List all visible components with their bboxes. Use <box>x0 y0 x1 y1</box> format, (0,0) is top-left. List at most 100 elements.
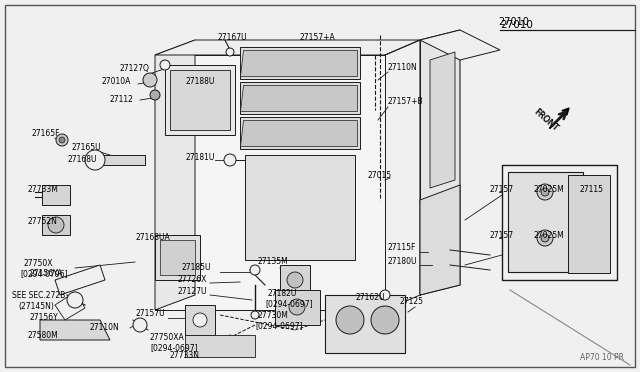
Text: 27180U: 27180U <box>387 257 417 266</box>
Text: 27110N: 27110N <box>388 62 418 71</box>
Text: 27730M: 27730M <box>258 311 289 320</box>
Text: 27157+A: 27157+A <box>300 33 336 42</box>
Text: AP70 10 PR: AP70 10 PR <box>580 353 624 362</box>
Circle shape <box>85 150 105 170</box>
Text: 27733M: 27733M <box>28 186 59 195</box>
Polygon shape <box>42 215 70 235</box>
Circle shape <box>224 154 236 166</box>
Polygon shape <box>420 30 460 295</box>
Text: 27115: 27115 <box>580 186 604 195</box>
Circle shape <box>287 272 303 288</box>
Text: 27110N: 27110N <box>90 323 120 331</box>
Text: 27726X: 27726X <box>177 276 206 285</box>
Circle shape <box>336 306 364 334</box>
Text: FRONT: FRONT <box>532 107 559 133</box>
Text: 27127U: 27127U <box>177 288 207 296</box>
Polygon shape <box>420 185 460 295</box>
Circle shape <box>160 60 170 70</box>
Text: 27168UA: 27168UA <box>135 232 170 241</box>
Bar <box>325 295 405 353</box>
Text: 27167U: 27167U <box>218 32 248 42</box>
Circle shape <box>67 292 83 308</box>
Text: 27157+B: 27157+B <box>388 97 424 106</box>
Text: 27182U: 27182U <box>268 289 298 298</box>
Text: 27025M: 27025M <box>533 186 564 195</box>
Text: 27733N: 27733N <box>170 350 200 359</box>
Text: 27580M: 27580M <box>28 330 59 340</box>
Bar <box>275 290 320 325</box>
Circle shape <box>48 217 64 233</box>
Circle shape <box>133 318 147 332</box>
Text: [0294-0697]: [0294-0697] <box>150 343 198 353</box>
Text: 27157: 27157 <box>490 186 514 195</box>
Polygon shape <box>55 265 105 295</box>
Text: 27165U: 27165U <box>72 144 102 153</box>
Circle shape <box>251 311 259 319</box>
Polygon shape <box>155 40 195 310</box>
Text: SEE SEC.272B: SEE SEC.272B <box>12 291 65 299</box>
Polygon shape <box>155 40 420 55</box>
Text: 27181U: 27181U <box>185 154 214 163</box>
Circle shape <box>289 299 305 315</box>
Circle shape <box>380 290 390 300</box>
Text: 27125: 27125 <box>400 298 424 307</box>
Polygon shape <box>40 320 110 340</box>
Circle shape <box>371 306 399 334</box>
Text: [0294-0796]: [0294-0796] <box>20 269 68 279</box>
Text: 27010A: 27010A <box>102 77 131 87</box>
Text: 27025M: 27025M <box>533 231 564 240</box>
Text: 27010: 27010 <box>500 20 533 30</box>
Text: 27010: 27010 <box>498 17 529 27</box>
Circle shape <box>541 234 549 242</box>
Bar <box>160 240 195 275</box>
Text: FRONT: FRONT <box>532 107 560 133</box>
Text: 27115F: 27115F <box>387 244 415 253</box>
Circle shape <box>59 137 65 143</box>
Text: 27157U: 27157U <box>135 308 164 317</box>
Text: 27127Q: 27127Q <box>120 64 150 73</box>
Circle shape <box>143 73 157 87</box>
Polygon shape <box>240 117 360 149</box>
Polygon shape <box>155 55 385 310</box>
Polygon shape <box>240 120 357 146</box>
Circle shape <box>226 48 234 56</box>
Circle shape <box>541 188 549 196</box>
Polygon shape <box>185 305 215 335</box>
Text: 27135M: 27135M <box>258 257 289 266</box>
Text: 27112: 27112 <box>110 96 134 105</box>
Polygon shape <box>430 52 455 188</box>
Polygon shape <box>280 265 310 295</box>
Bar <box>508 172 583 272</box>
Circle shape <box>537 184 553 200</box>
Circle shape <box>56 134 68 146</box>
Bar <box>502 165 617 280</box>
Circle shape <box>150 90 160 100</box>
Polygon shape <box>240 47 360 79</box>
Polygon shape <box>240 50 357 76</box>
Text: 27157: 27157 <box>490 231 514 240</box>
Circle shape <box>537 230 553 246</box>
Polygon shape <box>155 235 200 280</box>
Text: (27145N): (27145N) <box>18 301 54 311</box>
Text: 27188U: 27188U <box>185 77 214 87</box>
Circle shape <box>250 265 260 275</box>
Bar <box>42 185 70 205</box>
Circle shape <box>193 313 207 327</box>
Text: [0294-0697]: [0294-0697] <box>265 299 312 308</box>
Bar <box>185 335 255 357</box>
Text: 27752N: 27752N <box>28 218 58 227</box>
Polygon shape <box>420 30 500 60</box>
Text: 27185U: 27185U <box>182 263 211 273</box>
Polygon shape <box>55 292 85 320</box>
Polygon shape <box>165 65 235 135</box>
Text: [0294-0697]: [0294-0697] <box>255 321 303 330</box>
Text: 27165F: 27165F <box>32 128 61 138</box>
Text: 27750XA: 27750XA <box>150 333 185 341</box>
Bar <box>568 175 610 273</box>
Text: 27015: 27015 <box>368 170 392 180</box>
Polygon shape <box>240 82 360 114</box>
Text: 27156Y: 27156Y <box>30 312 59 321</box>
Text: 27162U: 27162U <box>355 292 385 301</box>
Bar <box>245 155 355 260</box>
Bar <box>170 70 230 130</box>
